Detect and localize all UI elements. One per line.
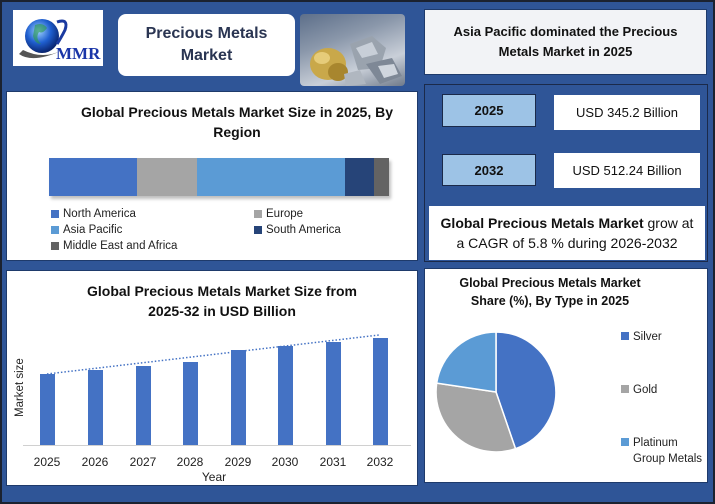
pie-chart xyxy=(435,331,557,453)
value-box-2025: USD 345.2 Billion xyxy=(554,95,700,130)
x-tick: 2028 xyxy=(176,455,204,469)
legend-europe: Europe xyxy=(254,208,303,220)
segment-north-america xyxy=(49,158,138,196)
legend-platinum-group-metals: Platinum Group Metals xyxy=(621,435,702,467)
legend-south-america: South America xyxy=(254,224,341,236)
legend-swatch xyxy=(51,210,59,218)
trendline xyxy=(46,334,380,375)
year-box-2025: 2025 xyxy=(442,94,536,127)
bar-2032 xyxy=(373,338,388,445)
legend-swatch xyxy=(621,332,629,340)
year-box-2032: 2032 xyxy=(442,154,536,186)
region-stacked-bar xyxy=(49,158,389,196)
legend-mea: Middle East and Africa xyxy=(51,240,177,252)
page-title-line1: Precious Metals xyxy=(145,25,268,42)
bar-2030 xyxy=(278,346,293,445)
segment-south-america xyxy=(344,158,374,196)
svg-text:MMR: MMR xyxy=(56,44,101,63)
x-tick: 2029 xyxy=(224,455,252,469)
market-size-chart-title: Global Precious Metals Market Size from … xyxy=(87,283,357,319)
bar-2031 xyxy=(326,342,341,445)
legend-north-america: North America xyxy=(51,208,136,220)
x-axis-label: Year xyxy=(201,470,227,484)
legend-swatch xyxy=(254,210,262,218)
region-chart-panel: Global Precious Metals Market Size in 20… xyxy=(6,91,418,261)
mmr-logo: MMR xyxy=(13,10,103,66)
headline-text: Asia Pacific dominated the Precious Meta… xyxy=(453,24,678,59)
market-size-chart-panel: Global Precious Metals Market Size from … xyxy=(6,270,418,486)
legend-swatch xyxy=(254,226,262,234)
bar-2027 xyxy=(136,366,151,445)
value-box-2032: USD 512.24 Billion xyxy=(554,153,700,188)
x-tick: 2030 xyxy=(271,455,299,469)
legend-swatch xyxy=(621,438,629,446)
type-share-chart-panel: Global Precious Metals Market Share (%),… xyxy=(424,268,708,483)
bar-2026 xyxy=(88,370,103,445)
type-share-chart-title: Global Precious Metals Market Share (%),… xyxy=(459,276,641,308)
legend-asia-pacific: Asia Pacific xyxy=(51,224,122,236)
x-tick: 2031 xyxy=(319,455,347,469)
legend-swatch xyxy=(621,385,629,393)
segment-mea xyxy=(373,158,389,196)
legend-silver: Silver xyxy=(621,329,662,345)
region-chart-title: Global Precious Metals Market Size in 20… xyxy=(80,104,393,140)
page-title-line2: Market xyxy=(180,47,233,64)
x-axis-line xyxy=(23,445,411,446)
segment-europe xyxy=(137,158,197,196)
segment-asia-pacific xyxy=(196,158,345,196)
x-tick: 2026 xyxy=(81,455,109,469)
pie-slice-pgm xyxy=(435,331,497,393)
legend-swatch xyxy=(51,226,59,234)
cagr-box: Global Precious Metals Market grow at a … xyxy=(429,206,705,260)
x-tick: 2032 xyxy=(366,455,394,469)
x-tick: 2027 xyxy=(129,455,157,469)
page-title: Precious Metals Market xyxy=(118,14,295,76)
headline-box: Asia Pacific dominated the Precious Meta… xyxy=(424,9,707,75)
bar-2025 xyxy=(40,374,55,445)
pie-slice-gold xyxy=(435,382,517,453)
globe-icon: MMR xyxy=(19,19,101,63)
cagr-text: grow at a CAGR of 5.8 % during 2026-2032 xyxy=(456,215,694,251)
legend-gold: Gold xyxy=(621,382,657,398)
x-tick: 2025 xyxy=(33,455,61,469)
cagr-bold-text: Global Precious Metals Market xyxy=(440,215,644,231)
bar-2028 xyxy=(183,362,198,445)
pie-slice-silver xyxy=(495,331,557,450)
precious-metals-image xyxy=(300,14,405,86)
bar-2029 xyxy=(231,350,246,445)
legend-swatch xyxy=(51,242,59,250)
